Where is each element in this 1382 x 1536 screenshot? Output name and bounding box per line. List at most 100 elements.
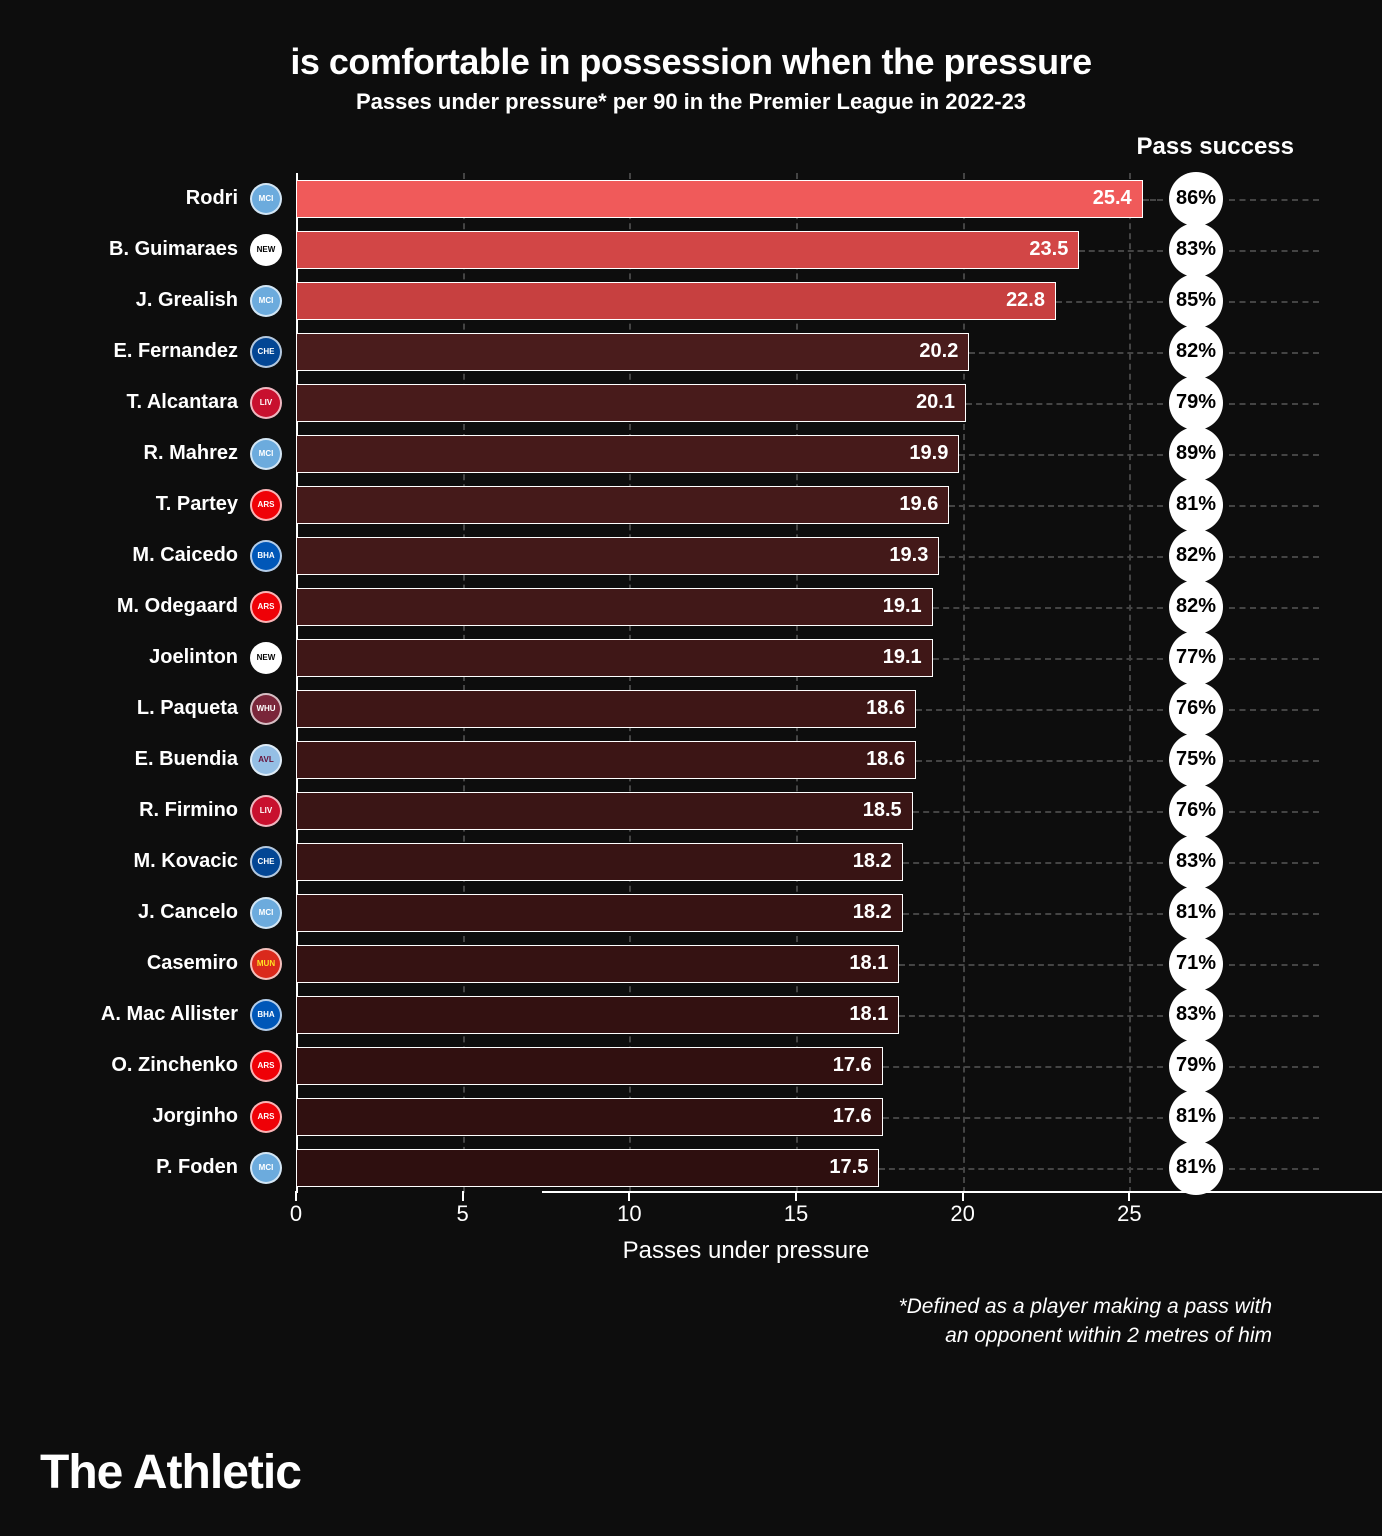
player-name: T. Partey	[50, 493, 250, 516]
player-row: M. KovacicCHE18.283%	[50, 836, 1332, 887]
club-crest-icon: ARS	[250, 1101, 282, 1133]
player-name: E. Buendia	[50, 748, 250, 771]
player-row: T. AlcantaraLIV20.179%	[50, 377, 1332, 428]
pass-success-pill: 76%	[1169, 784, 1223, 838]
player-row: CasemiroMUN18.171%	[50, 938, 1332, 989]
value-bar: 17.6	[296, 1098, 883, 1136]
player-row: E. FernandezCHE 20.2 82%	[50, 326, 1332, 377]
player-row: M. OdegaardARS19.182%	[50, 581, 1332, 632]
bar-value-label: 18.6	[866, 748, 905, 771]
pass-success-pill: 86%	[1169, 172, 1223, 226]
club-crest-icon: NEW	[250, 234, 282, 266]
bar-value-label: 18.2	[853, 901, 892, 924]
bar-chart: RodriMCI25.486%B. GuimaraesNEW23.583%J. …	[50, 173, 1332, 1193]
value-bar: 18.6	[296, 741, 916, 779]
x-tick-label: 10	[617, 1201, 641, 1227]
club-crest-icon: BHA	[250, 999, 282, 1031]
player-row: L. PaquetaWHU18.676%	[50, 683, 1332, 734]
player-name: B. Guimaraes	[50, 238, 250, 261]
chart-subtitle: Passes under pressure* per 90 in the Pre…	[50, 89, 1332, 115]
bar-value-label: 17.6	[833, 1105, 872, 1128]
club-crest-icon: NEW	[250, 642, 282, 674]
value-bar: 19.1	[296, 588, 933, 626]
pass-success-pill: 83%	[1169, 223, 1223, 277]
club-crest-icon: LIV	[250, 795, 282, 827]
x-axis: Passes under pressure 0510152025	[296, 1193, 1196, 1273]
pass-success-pill: 82%	[1169, 529, 1223, 583]
pass-success-pill: 75%	[1169, 733, 1223, 787]
player-row: O. ZinchenkoARS 17.6 79%	[50, 1040, 1332, 1091]
player-row: T. ParteyARS 19.6 81%	[50, 479, 1332, 530]
pass-success-pill: 81%	[1169, 478, 1223, 532]
bar-value-label: 20.1	[916, 391, 955, 414]
pass-success-pill: 81%	[1169, 1141, 1223, 1195]
club-crest-icon: ARS	[250, 489, 282, 521]
bar-value-label: 19.1	[883, 646, 922, 669]
pass-success-pill: 89%	[1169, 427, 1223, 481]
player-name: Casemiro	[50, 952, 250, 975]
pass-success-pill: 79%	[1169, 1039, 1223, 1093]
value-bar: 17.6	[296, 1047, 883, 1085]
value-bar: 18.2	[296, 894, 903, 932]
club-crest-icon: ARS	[250, 1050, 282, 1082]
x-tick-label: 25	[1117, 1201, 1141, 1227]
chart-title: is comfortable in possession when the pr…	[50, 40, 1332, 83]
player-row: R. MahrezMCI19.989%	[50, 428, 1332, 479]
bar-value-label: 20.2	[919, 340, 958, 363]
bar-value-label: 17.5	[829, 1156, 868, 1179]
player-row: JorginhoARS 17.6 81%	[50, 1091, 1332, 1142]
value-bar: 18.1	[296, 945, 899, 983]
club-crest-icon: LIV	[250, 387, 282, 419]
player-name: E. Fernandez	[50, 340, 250, 363]
value-bar: 20.2	[296, 333, 969, 371]
bar-value-label: 18.2	[853, 850, 892, 873]
value-bar: 20.1	[296, 384, 966, 422]
value-bar: 22.8	[296, 282, 1056, 320]
player-row: M. CaicedoBHA19.382%	[50, 530, 1332, 581]
player-name: M. Caicedo	[50, 544, 250, 567]
pass-success-pill: 85%	[1169, 274, 1223, 328]
bar-value-label: 18.1	[849, 1003, 888, 1026]
player-name: Rodri	[50, 187, 250, 210]
pass-success-pill: 82%	[1169, 580, 1223, 634]
player-name: J. Cancelo	[50, 901, 250, 924]
club-crest-icon: WHU	[250, 693, 282, 725]
x-tick-label: 20	[950, 1201, 974, 1227]
value-bar: 19.6	[296, 486, 949, 524]
club-crest-icon: MCI	[250, 183, 282, 215]
value-bar: 19.1	[296, 639, 933, 677]
bar-value-label: 19.1	[883, 595, 922, 618]
player-name: A. Mac Allister	[50, 1003, 250, 1026]
player-name: M. Odegaard	[50, 595, 250, 618]
player-name: Jorginho	[50, 1105, 250, 1128]
pass-success-pill: 77%	[1169, 631, 1223, 685]
club-crest-icon: CHE	[250, 336, 282, 368]
value-bar: 17.5	[296, 1149, 879, 1187]
bar-value-label: 18.1	[849, 952, 888, 975]
player-name: R. Mahrez	[50, 442, 250, 465]
pass-success-pill: 82%	[1169, 325, 1223, 379]
bar-value-label: 19.9	[909, 442, 948, 465]
value-bar: 18.1	[296, 996, 899, 1034]
x-axis-label: Passes under pressure	[623, 1237, 870, 1265]
value-bar: 23.5	[296, 231, 1079, 269]
value-bar: 19.3	[296, 537, 939, 575]
player-row: R. FirminoLIV18.576%	[50, 785, 1332, 836]
player-row: B. GuimaraesNEW 23.5 83%	[50, 224, 1332, 275]
player-name: R. Firmino	[50, 799, 250, 822]
bar-value-label: 19.6	[899, 493, 938, 516]
player-name: L. Paqueta	[50, 697, 250, 720]
bar-value-label: 17.6	[833, 1054, 872, 1077]
club-crest-icon: CHE	[250, 846, 282, 878]
player-row: P. FodenMCI17.581%	[50, 1142, 1332, 1193]
chart-footnote: *Defined as a player making a pass with …	[50, 1293, 1332, 1350]
player-name: O. Zinchenko	[50, 1054, 250, 1077]
x-tick-label: 5	[457, 1201, 469, 1227]
club-crest-icon: AVL	[250, 744, 282, 776]
club-crest-icon: MCI	[250, 285, 282, 317]
bar-value-label: 19.3	[889, 544, 928, 567]
value-bar: 19.9	[296, 435, 959, 473]
pass-success-pill: 83%	[1169, 988, 1223, 1042]
pass-success-pill: 81%	[1169, 1090, 1223, 1144]
player-row: JoelintonNEW19.177%	[50, 632, 1332, 683]
